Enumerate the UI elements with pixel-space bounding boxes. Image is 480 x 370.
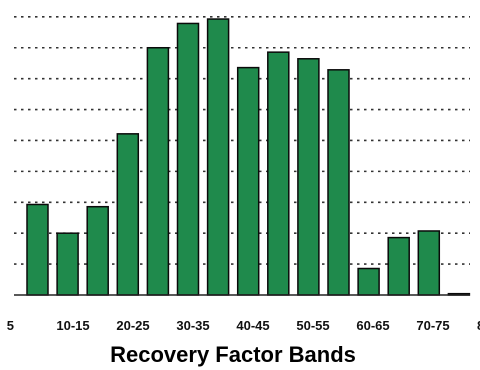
bar-35-40 — [206, 18, 230, 296]
x-tick-label: 40-45 — [236, 318, 269, 333]
bar-65-70 — [387, 236, 410, 296]
bar-40-45 — [236, 66, 260, 296]
bar-50-55 — [297, 58, 320, 296]
x-tick-label: 5 — [7, 318, 14, 333]
x-tick-label: 50-55 — [296, 318, 329, 333]
bar-30-35 — [176, 22, 200, 296]
x-tick-label: 70-75 — [416, 318, 449, 333]
bar-5-10 — [26, 203, 49, 296]
bar-10-15 — [56, 232, 79, 296]
bar-45-50 — [267, 51, 290, 296]
bar-25-30 — [146, 46, 170, 296]
bar-60-65 — [357, 267, 380, 296]
x-tick-label: 30-35 — [176, 318, 209, 333]
bar-55-60 — [327, 69, 350, 296]
x-tick-label: 60-65 — [356, 318, 389, 333]
x-tick-label: 10-15 — [56, 318, 89, 333]
x-axis-title: Recovery Factor Bands — [110, 342, 356, 367]
bar-15-20 — [86, 205, 109, 296]
bar-70-75 — [417, 230, 441, 296]
x-tick-labels: 5 10-15 20-25 30-35 40-45 50-55 60-65 70-75 80 — [7, 318, 480, 333]
bars — [26, 18, 471, 296]
x-tick-label: 80 — [477, 318, 480, 333]
x-tick-label: 20-25 — [116, 318, 149, 333]
bar-20-25 — [116, 133, 140, 296]
